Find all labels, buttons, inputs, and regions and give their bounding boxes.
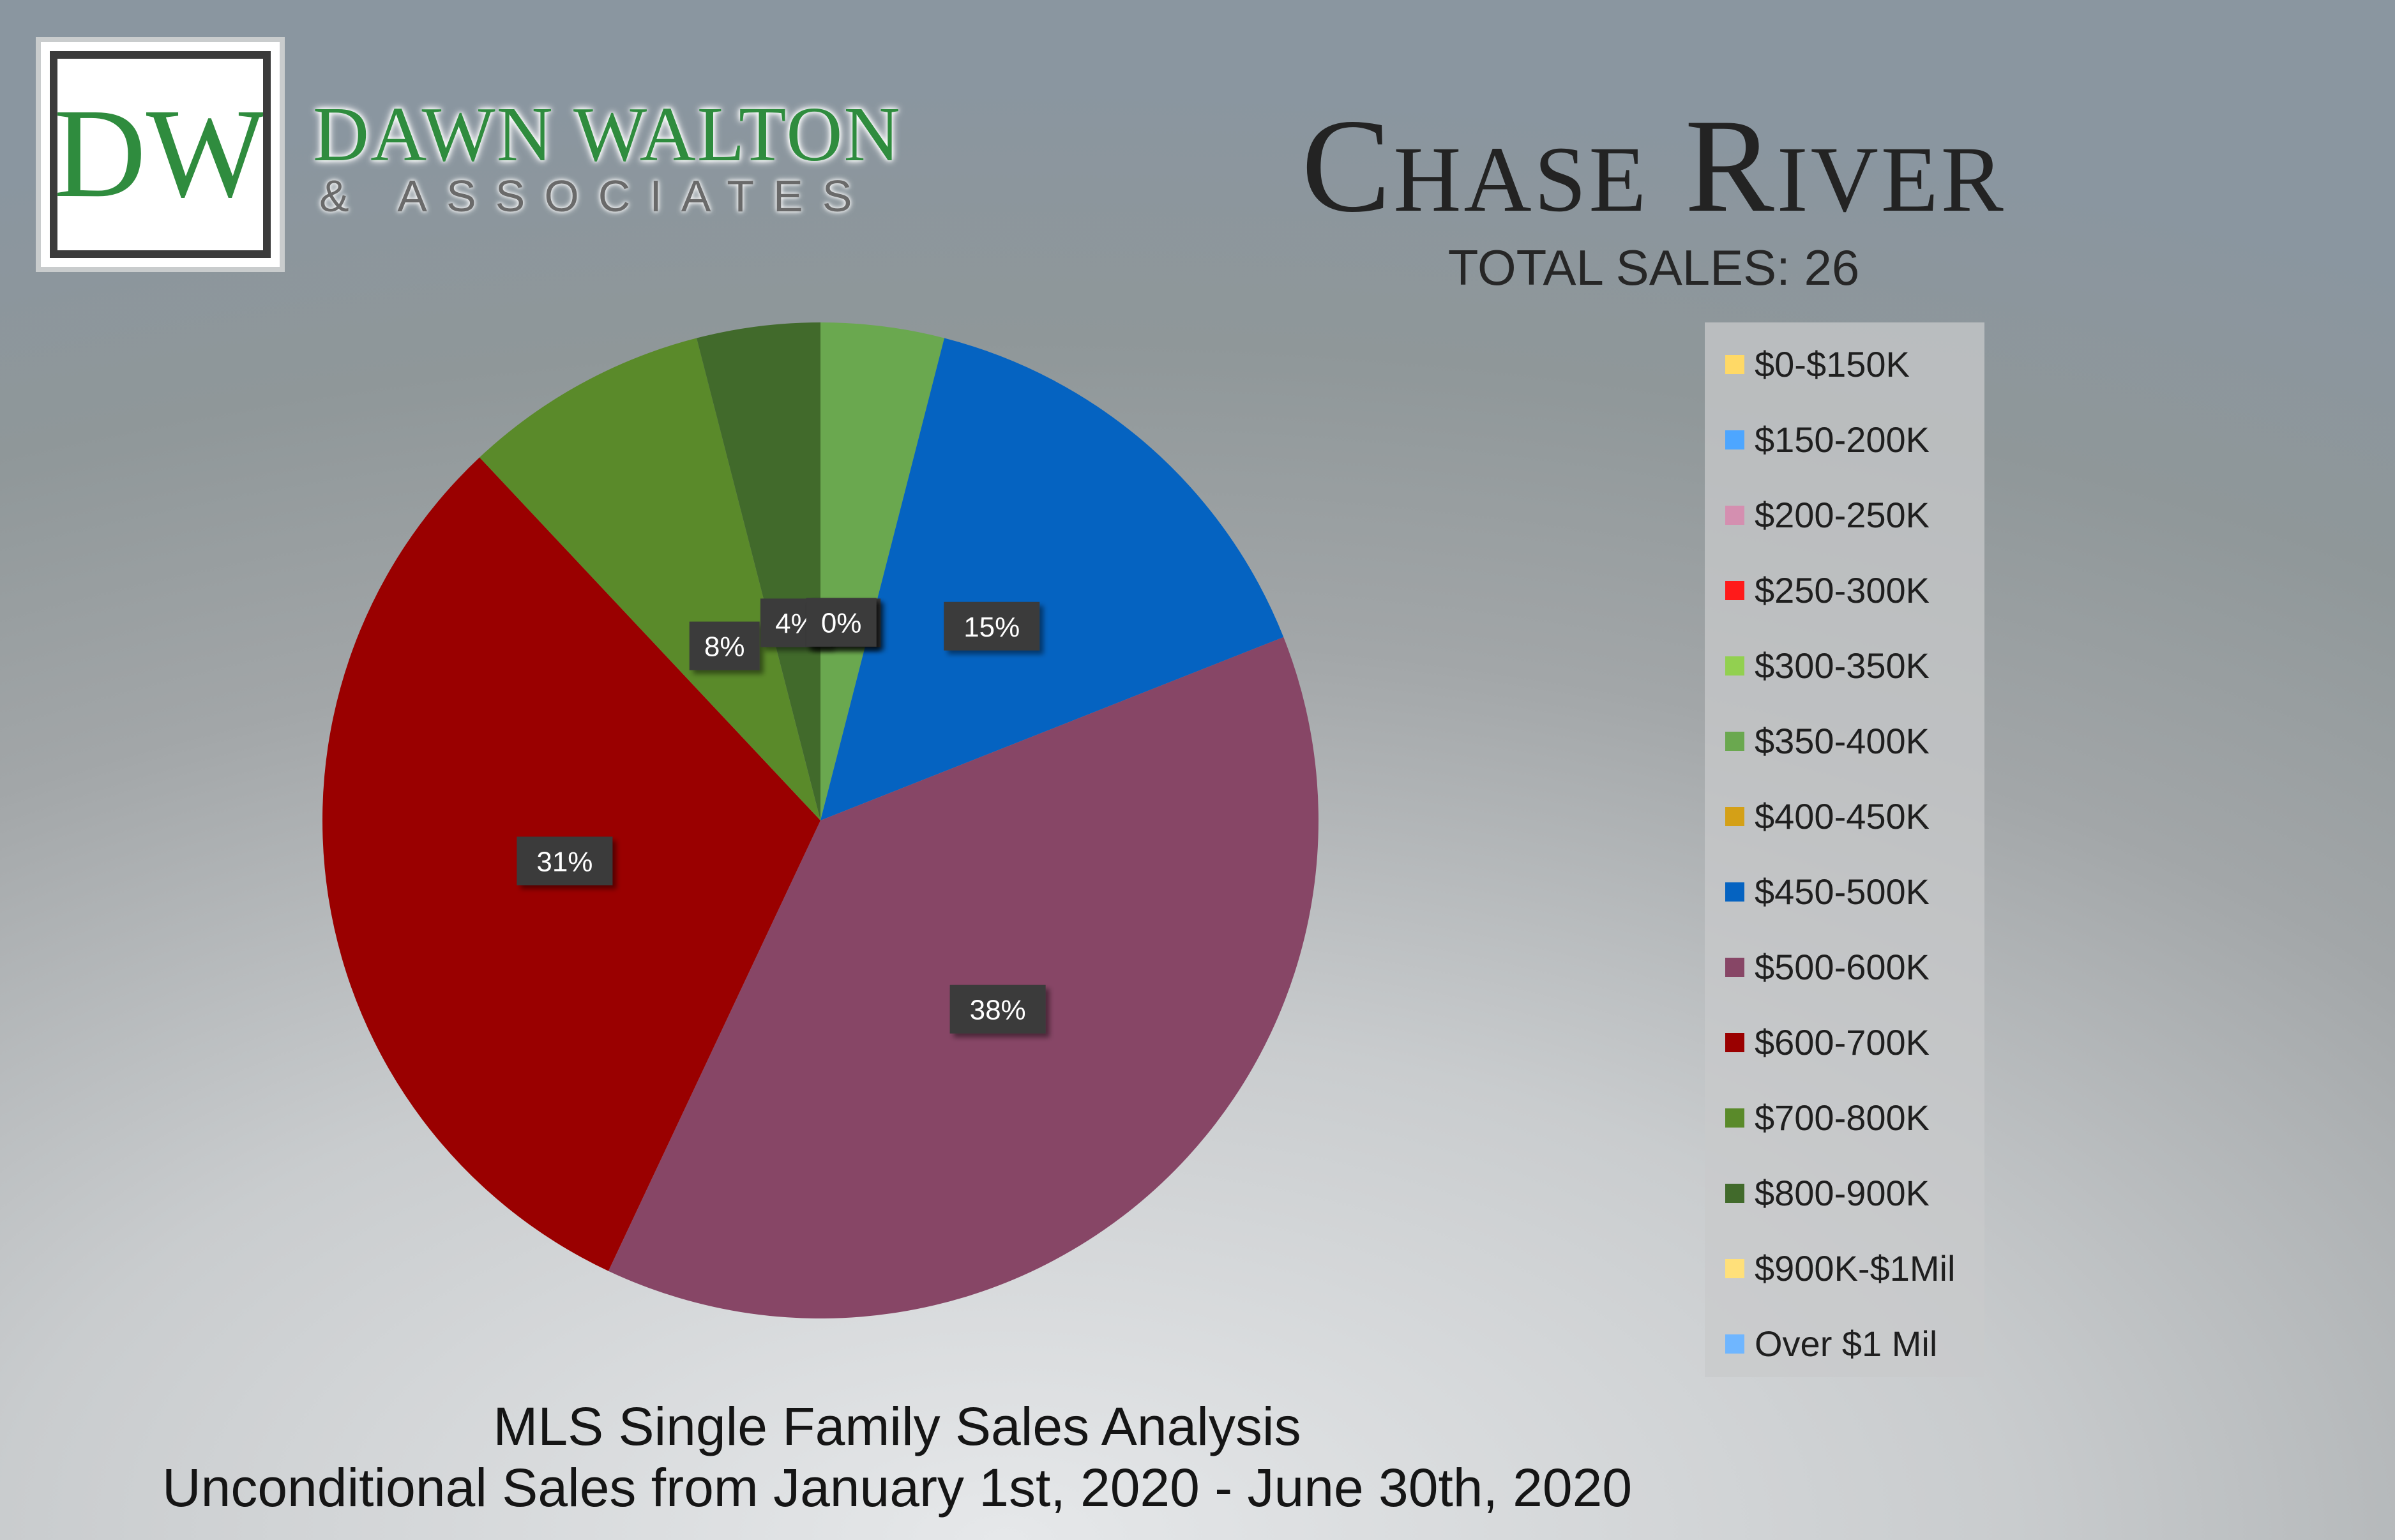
legend-item-450-500k: $450-500K	[1705, 868, 1984, 943]
svg-text:0%: 0%	[821, 608, 862, 639]
legend-label: $150-200K	[1755, 419, 1930, 460]
legend-item-250-300k: $250-300K	[1705, 566, 1984, 642]
legend-label: $300-350K	[1755, 645, 1930, 686]
svg-text:8%: 8%	[704, 631, 745, 663]
pie-slice-350-400k	[820, 322, 944, 820]
legend-item-800-900k: $800-900K	[1705, 1169, 1984, 1244]
legend-item-150-200k: $150-200K	[1705, 416, 1984, 491]
footer-date-range: Unconditional Sales from January 1st, 20…	[162, 1458, 1633, 1518]
legend-swatch	[1725, 958, 1744, 977]
pie-slice-800-900k	[697, 322, 820, 820]
dw-monogram-logo: DW	[57, 83, 263, 224]
legend-swatch	[1725, 506, 1744, 525]
data-label-500-600k: 38%	[949, 985, 1046, 1034]
pie-slices	[322, 322, 1319, 1319]
legend-item-700-800k: $700-800K	[1705, 1094, 1984, 1169]
legend-swatch	[1725, 355, 1744, 374]
legend-swatch	[1725, 1033, 1744, 1052]
chart-title: Chase River	[1301, 92, 2006, 240]
svg-text:31%: 31%	[536, 846, 593, 877]
legend-swatch	[1725, 1184, 1744, 1203]
legend-item-350-400k: $350-400K	[1705, 717, 1984, 792]
data-label-700-800k: 8%	[689, 621, 760, 670]
legend-label: $500-600K	[1755, 947, 1930, 987]
legend-swatch	[1725, 807, 1744, 826]
footer-title: MLS Single Family Sales Analysis	[493, 1396, 1301, 1456]
legend-item-0-150k: $0-$150K	[1705, 340, 1984, 416]
svg-text:15%: 15%	[963, 612, 1020, 643]
legend-label: $600-700K	[1755, 1022, 1930, 1062]
chart-legend: $0-$150K $150-200K $200-250K $250-300K $300-…	[1705, 322, 1984, 1377]
legend-swatch	[1725, 430, 1744, 449]
legend-swatch	[1725, 1259, 1744, 1278]
pie-slice-700-800k	[480, 338, 820, 820]
legend-label: $400-450K	[1755, 796, 1930, 836]
legend-label: $250-300K	[1755, 570, 1930, 610]
pie-slice-450-500k	[820, 338, 1284, 820]
legend-label: $800-900K	[1755, 1173, 1930, 1213]
legend-swatch	[1725, 882, 1744, 902]
legend-label: $0-$150K	[1755, 344, 1910, 384]
legend-item-400-450k: $400-450K	[1705, 792, 1984, 868]
svg-text:38%: 38%	[970, 995, 1026, 1026]
legend-label: $350-400K	[1755, 721, 1930, 761]
legend-item-200-250k: $200-250K	[1705, 491, 1984, 566]
data-label-600-700k: 31%	[517, 836, 613, 886]
legend-item-over-1-mil: Over $1 Mil	[1705, 1320, 1984, 1395]
legend-label: $450-500K	[1755, 872, 1930, 912]
legend-swatch	[1725, 1334, 1744, 1354]
legend-item-600-700k: $600-700K	[1705, 1018, 1984, 1094]
legend-swatch	[1725, 1108, 1744, 1128]
total-sales-subtitle: TOTAL SALES: 26	[1447, 239, 1860, 296]
logo-badge: DW	[36, 37, 285, 272]
pie-slice-500-600k	[608, 637, 1319, 1319]
data-label-450-500k: 15%	[944, 601, 1040, 651]
legend-item-500-600k: $500-600K	[1705, 943, 1984, 1018]
pie-data-labels: 0%15%38%31%8%4%0%0%	[517, 598, 1046, 1034]
legend-item-900k-1mil: $900K-$1Mil	[1705, 1244, 1984, 1320]
logo-frame: DW	[50, 51, 271, 258]
legend-swatch	[1725, 581, 1744, 600]
dw-monogram-text: DW	[57, 83, 263, 224]
legend-swatch	[1725, 732, 1744, 751]
data-label-over-1-mil: 0%	[806, 598, 877, 647]
legend-label: $200-250K	[1755, 495, 1930, 535]
legend-label: $900K-$1Mil	[1755, 1248, 1956, 1288]
brand-name: DAWN WALTON	[313, 91, 902, 177]
legend-label: Over $1 Mil	[1755, 1324, 1938, 1364]
legend-swatch	[1725, 656, 1744, 676]
legend-label: $700-800K	[1755, 1098, 1930, 1138]
legend-item-300-350k: $300-350K	[1705, 642, 1984, 717]
brand-tagline: & ASSOCIATES	[319, 171, 872, 221]
